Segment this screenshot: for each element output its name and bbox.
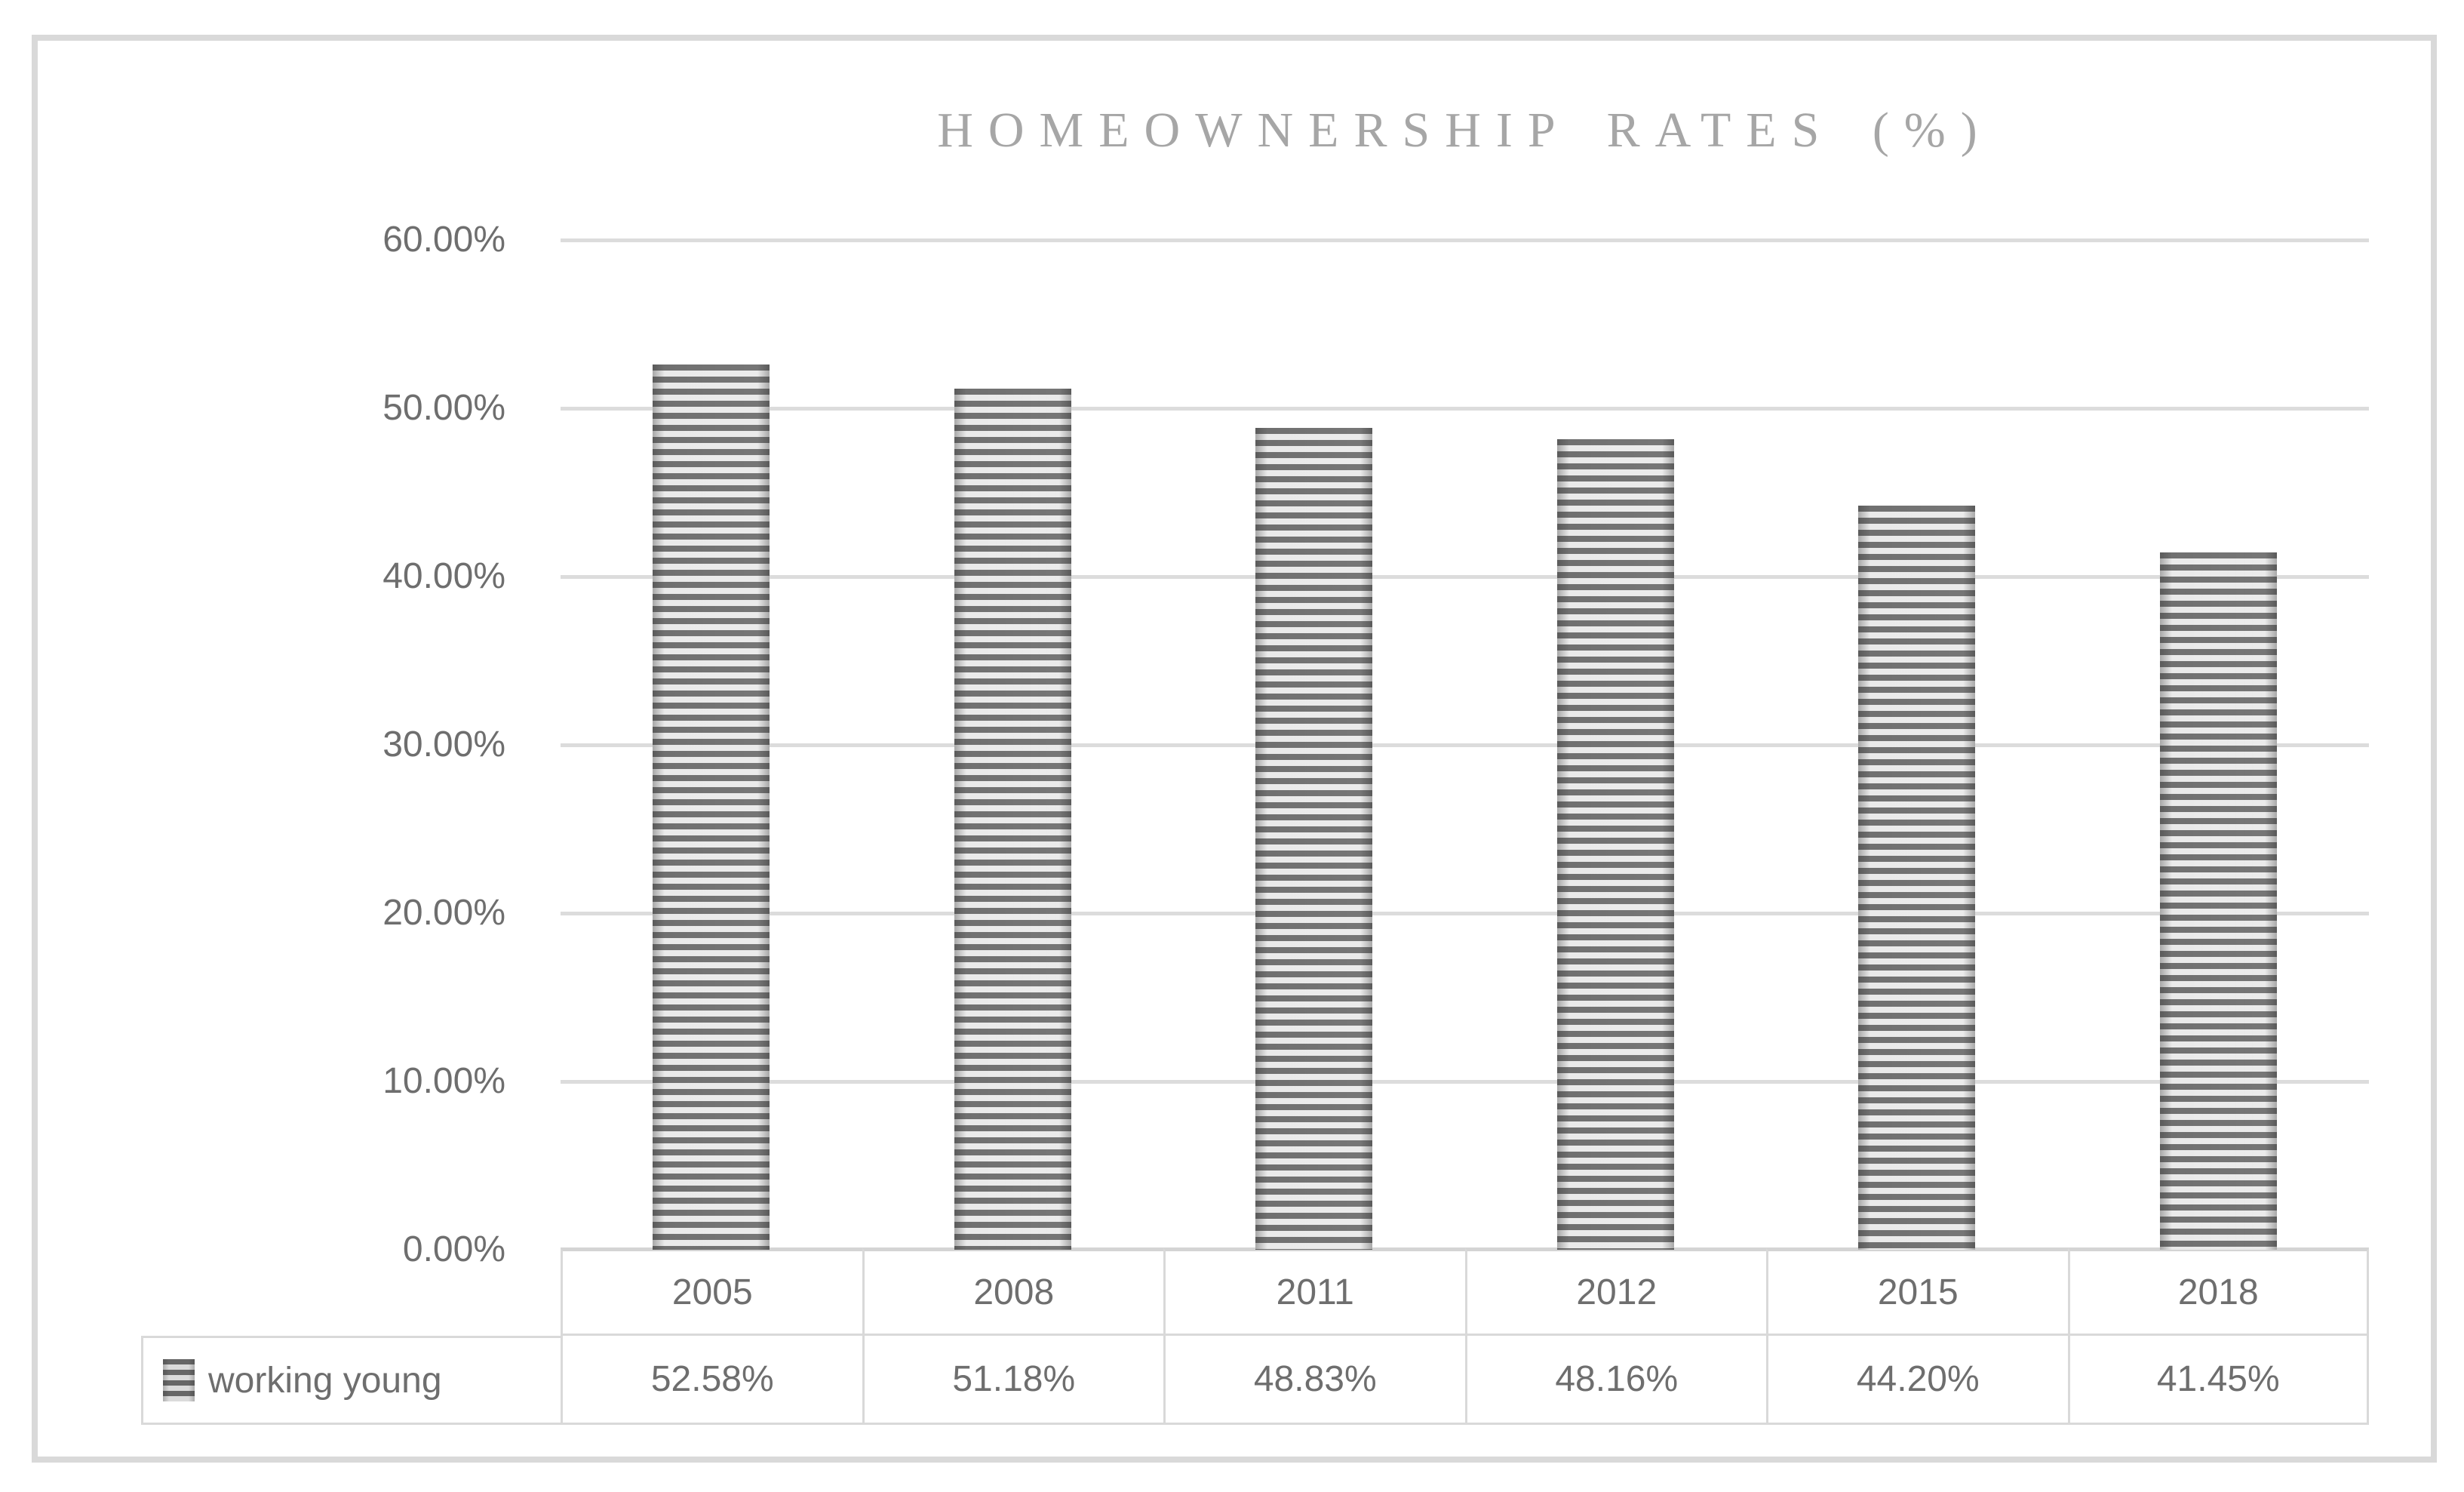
y-axis-tick-label: 40.00% <box>383 556 505 596</box>
chart-title: HOMEOWNERSHIP RATES (%) <box>937 103 1992 158</box>
table-year-cell-2008: 2008 <box>862 1247 1163 1336</box>
table-year-cell-2005: 2005 <box>561 1247 862 1336</box>
table-value-cell-2015: 44.20% <box>1766 1336 2068 1425</box>
y-axis-tick-label: 30.00% <box>383 724 505 764</box>
bar-2008 <box>954 388 1071 1250</box>
legend-cell: working young <box>141 1336 561 1425</box>
table-year-cell-2011: 2011 <box>1163 1247 1465 1336</box>
chart-frame <box>32 35 2437 1463</box>
legend-series-label: working young <box>208 1360 442 1401</box>
y-axis-tick-label: 20.00% <box>383 893 505 933</box>
gridline-50 <box>561 406 2369 411</box>
gridline-20 <box>561 911 2369 915</box>
y-axis-tick-label: 50.00% <box>383 388 505 428</box>
y-axis-tick-label: 0.00% <box>402 1229 505 1269</box>
gridline-40 <box>561 574 2369 579</box>
bar-2011 <box>1255 428 1373 1250</box>
table-value-cell-2012: 48.16% <box>1464 1336 1766 1425</box>
gridline-10 <box>561 1079 2369 1084</box>
table-value-cell-2005: 52.58% <box>561 1336 862 1425</box>
y-axis-tick-label: 60.00% <box>383 220 505 260</box>
bar-2005 <box>653 365 770 1250</box>
gridline-30 <box>561 743 2369 747</box>
data-table: 2005 2008 2011 2012 2015 2018 working young 52.… <box>141 1247 2369 1425</box>
table-year-cell-2018: 2018 <box>2067 1247 2369 1336</box>
table-value-cell-2011: 48.83% <box>1163 1336 1465 1425</box>
y-axis-tick-label: 10.00% <box>383 1061 505 1101</box>
bar-2015 <box>1858 506 1976 1250</box>
bar-2012 <box>1556 439 1674 1250</box>
bar-2018 <box>2159 552 2277 1250</box>
table-year-cell-2012: 2012 <box>1464 1247 1766 1336</box>
table-value-cell-2018: 41.45% <box>2067 1336 2369 1425</box>
table-value-cell-2008: 51.18% <box>862 1336 1163 1425</box>
legend-swatch-icon <box>163 1359 195 1401</box>
gridline-60 <box>561 238 2369 242</box>
table-year-cell-2015: 2015 <box>1766 1247 2068 1336</box>
